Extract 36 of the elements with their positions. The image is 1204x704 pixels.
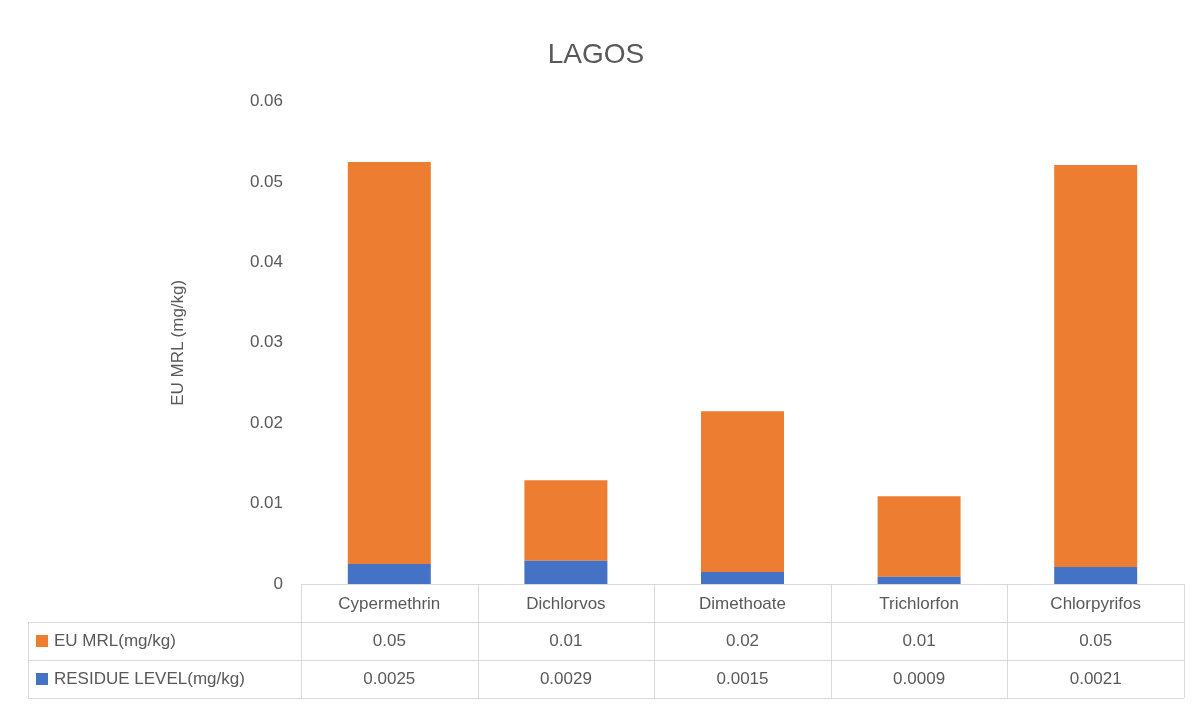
- bar: [1054, 567, 1138, 584]
- bar: [701, 571, 784, 584]
- x-tick-label: Dimethoate: [699, 593, 786, 613]
- data-label: 0.01: [549, 630, 583, 650]
- y-tick-label: 0.06: [249, 91, 283, 111]
- bar: [524, 560, 608, 584]
- y-tick-label: 0.05: [249, 171, 283, 191]
- y-axis-title: EU MRL (mg/kg): [167, 279, 187, 406]
- x-tick-label: Trichlorfon: [879, 593, 959, 613]
- y-tick-label: 0.03: [249, 332, 283, 352]
- bar: [877, 496, 961, 577]
- data-label: 0.05: [1079, 630, 1113, 650]
- y-tick-label: 0: [273, 573, 283, 593]
- bar: [524, 480, 608, 561]
- y-tick-label: 0.02: [249, 412, 283, 432]
- bar: [701, 411, 784, 572]
- legend-label: RESIDUE LEVEL(mg/kg): [54, 668, 245, 688]
- bar: [877, 576, 961, 584]
- data-label: 0.01: [902, 630, 936, 650]
- data-label: 0.0029: [539, 668, 592, 688]
- x-tick-label: Dichlorvos: [526, 593, 606, 613]
- chart-title: LAGOS: [547, 37, 645, 69]
- bar: [1054, 165, 1138, 568]
- bar: [347, 161, 431, 564]
- data-label: 0.0021: [1069, 668, 1122, 688]
- bar: [347, 563, 431, 584]
- x-tick-label: Chlorpyrifos: [1050, 593, 1142, 613]
- legend-label: EU MRL(mg/kg): [54, 630, 176, 650]
- y-tick-label: 0.01: [249, 493, 283, 513]
- data-label: 0.0025: [363, 668, 416, 688]
- data-label: 0.05: [372, 630, 406, 650]
- x-tick-label: Cypermethrin: [338, 593, 441, 613]
- data-label: 0.02: [725, 630, 760, 650]
- data-label: 0.0015: [716, 668, 769, 688]
- y-tick-label: 0.04: [249, 252, 283, 272]
- data-label: 0.0009: [893, 668, 946, 688]
